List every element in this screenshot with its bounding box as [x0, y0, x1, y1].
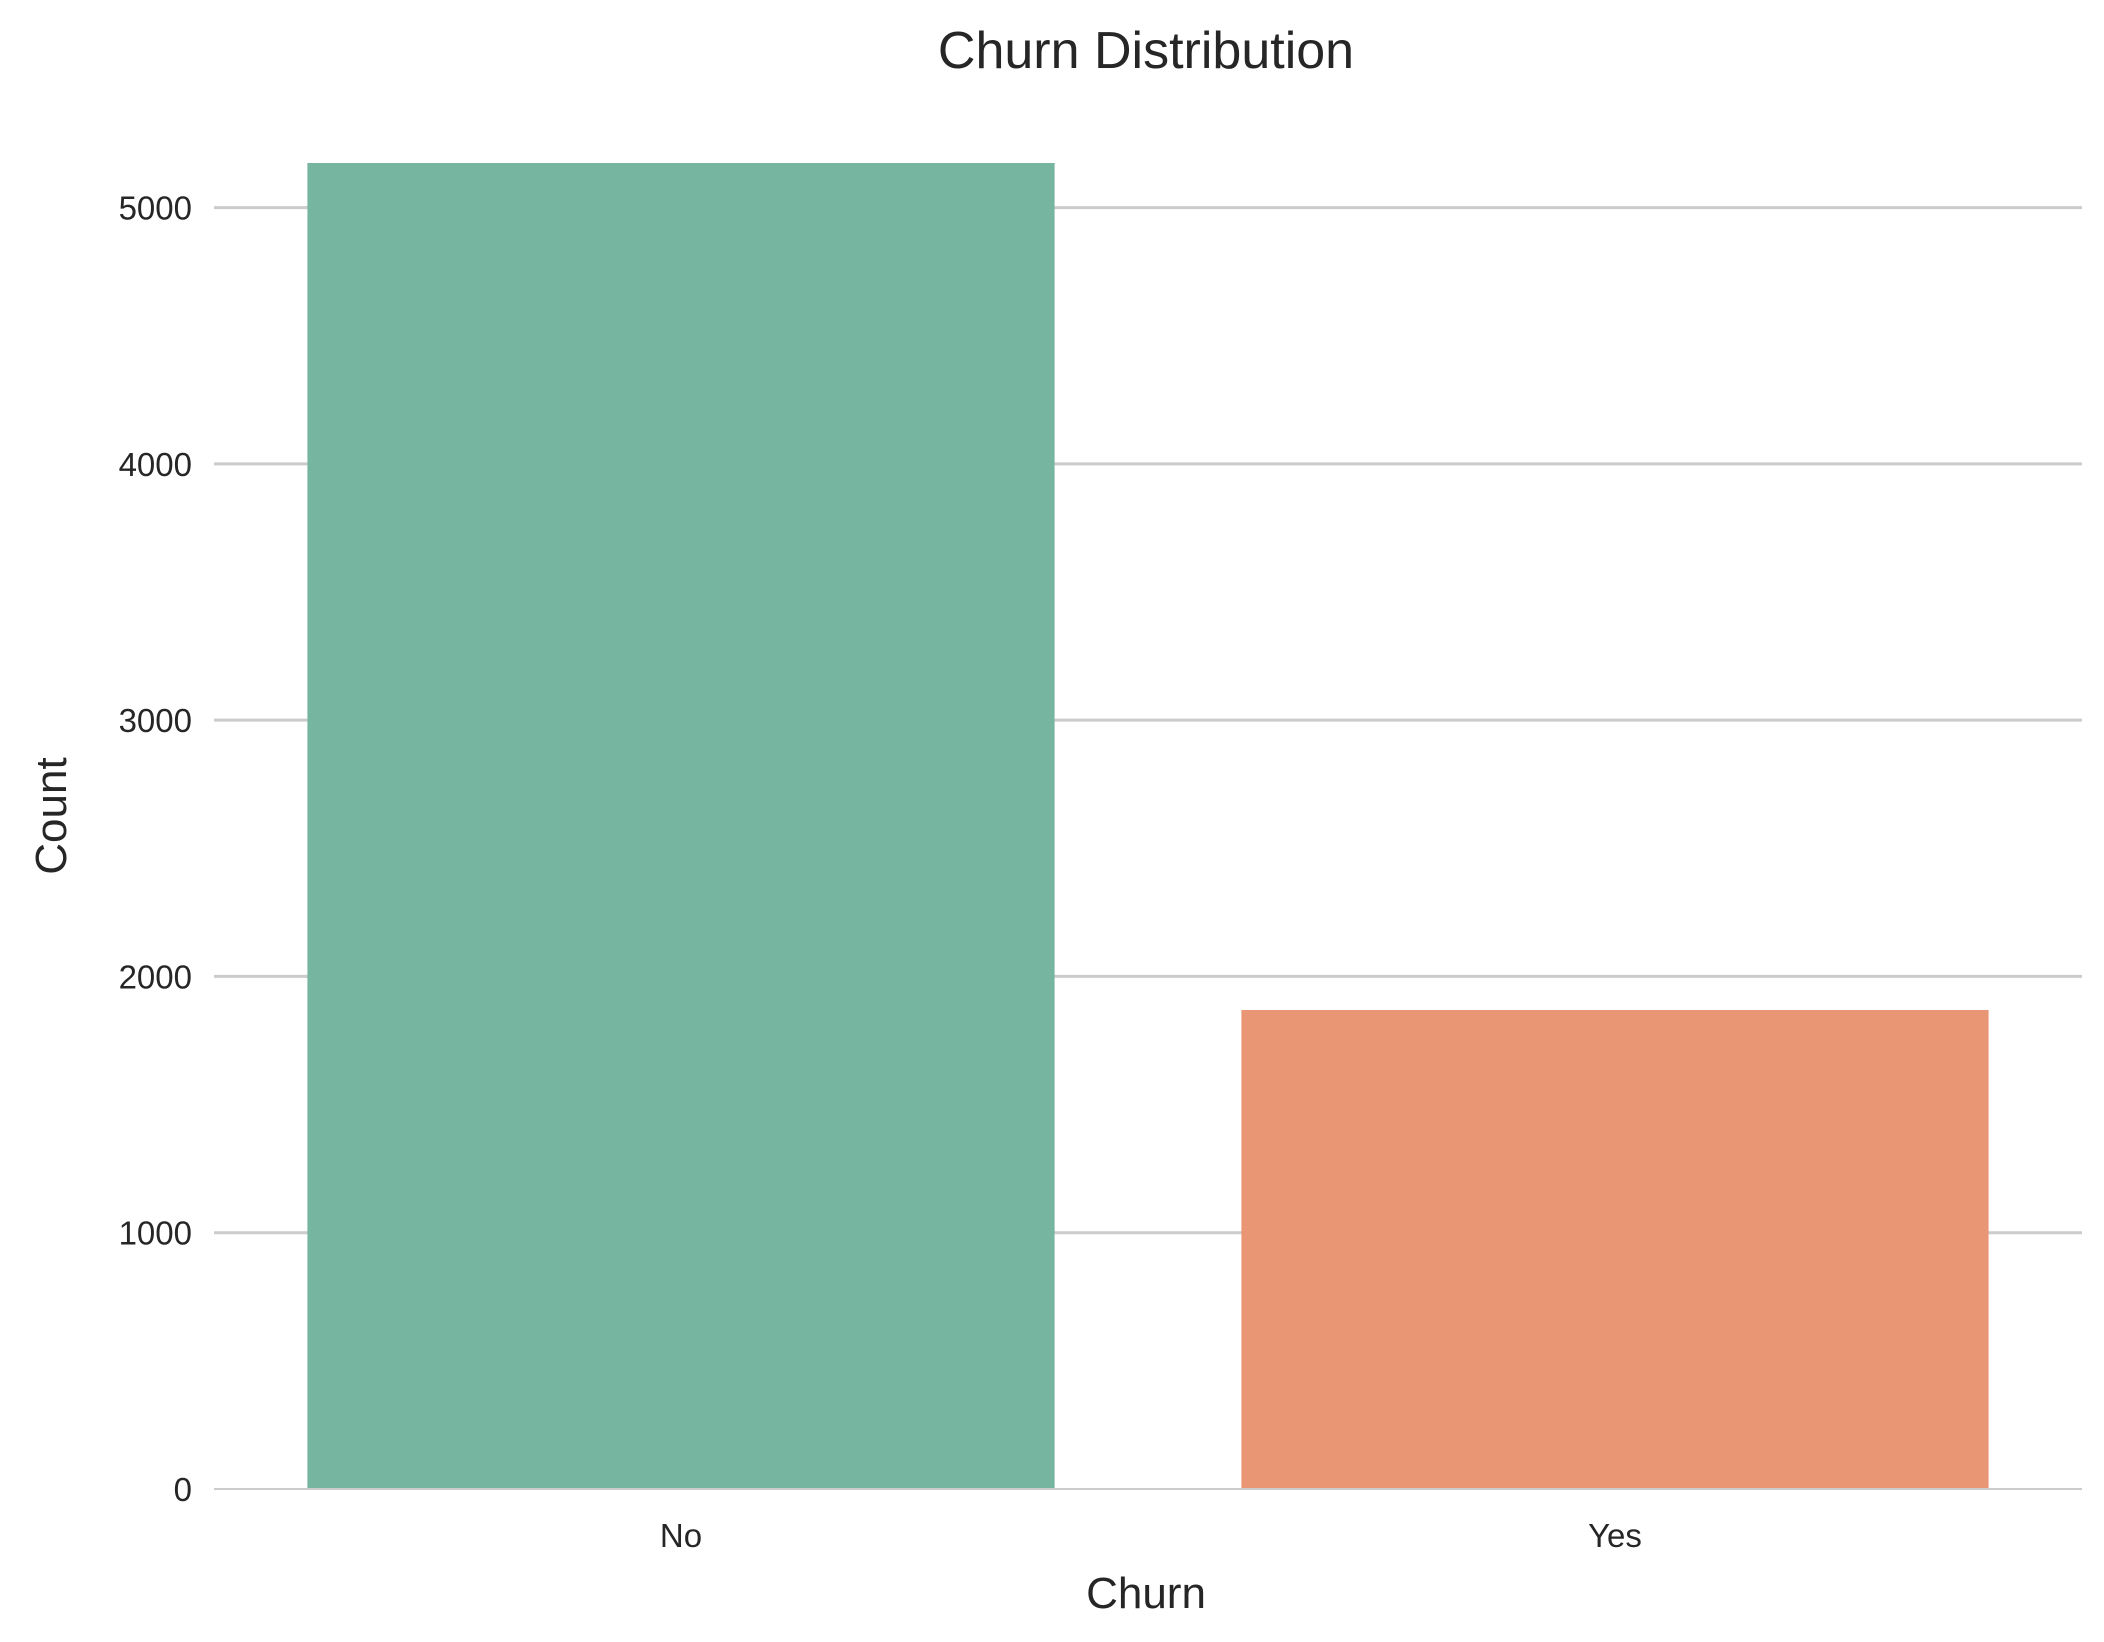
- chart-title: Churn Distribution: [938, 22, 1354, 80]
- y-tick-label: 4000: [119, 446, 192, 483]
- y-axis-label: Count: [27, 757, 76, 874]
- x-tick-label: No: [660, 1517, 702, 1554]
- y-tick-labels: 0 1000 2000 3000 4000 5000: [119, 190, 192, 1508]
- x-axis-label: Churn: [1086, 1569, 1206, 1618]
- x-tick-label: Yes: [1588, 1517, 1642, 1554]
- y-tick-label: 3000: [119, 702, 192, 739]
- x-tick-labels: No Yes: [660, 1517, 1642, 1554]
- y-tick-label: 1000: [119, 1215, 192, 1252]
- bar-no: [307, 163, 1055, 1489]
- y-tick-label: 0: [174, 1471, 192, 1508]
- y-tick-label: 5000: [119, 190, 192, 227]
- bars-group: [307, 163, 1989, 1489]
- bar-yes: [1241, 1010, 1989, 1489]
- y-tick-label: 2000: [119, 958, 192, 995]
